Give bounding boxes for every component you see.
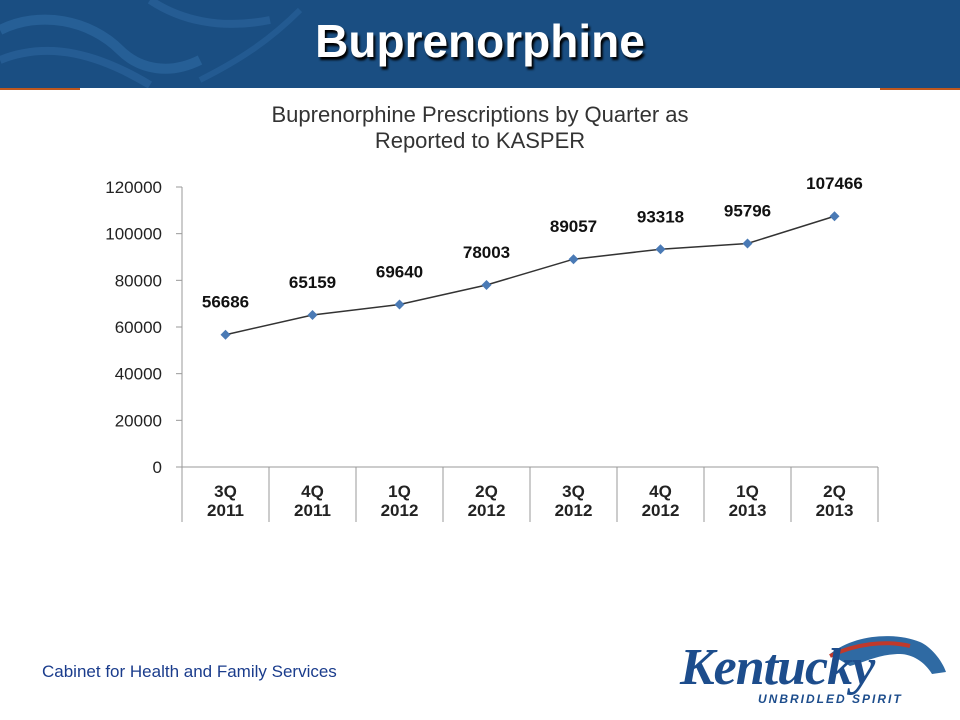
- x-tick-label: 1Q: [388, 482, 411, 501]
- y-tick-label: 40000: [115, 365, 162, 384]
- data-label: 65159: [289, 273, 336, 292]
- data-label: 56686: [202, 293, 249, 312]
- x-tick-label: 2012: [642, 501, 680, 520]
- x-tick-label: 4Q: [649, 482, 672, 501]
- x-tick-label: 2Q: [475, 482, 498, 501]
- series-line: [225, 215, 835, 336]
- x-tick-label: 2013: [729, 501, 767, 520]
- title-banner: Buprenorphine: [0, 0, 960, 88]
- y-tick-label: 0: [153, 458, 162, 477]
- y-tick-label: 120000: [105, 178, 162, 197]
- data-point-marker: [655, 244, 666, 255]
- banner-decoration: [0, 0, 303, 88]
- y-tick-label: 100000: [105, 225, 162, 244]
- x-tick-label: 2Q: [823, 482, 846, 501]
- data-point-marker: [568, 254, 579, 265]
- accent-rule-left: [0, 88, 80, 90]
- y-tick-label: 20000: [115, 411, 162, 430]
- x-tick-label: 2013: [816, 501, 854, 520]
- chart-title: Buprenorphine Prescriptions by Quarter a…: [180, 102, 780, 154]
- data-label: 78003: [463, 243, 510, 262]
- chart-title-line-2: Reported to KASPER: [374, 128, 586, 153]
- kentucky-logo: Kentucky UNBRIDLED SPIRIT: [680, 632, 950, 712]
- x-tick-label: 1Q: [736, 482, 759, 501]
- accent-rule-right: [880, 88, 960, 90]
- data-label: 93318: [637, 207, 684, 226]
- x-tick-label: 3Q: [562, 482, 585, 501]
- data-label: 69640: [376, 263, 423, 282]
- data-label: 107466: [806, 174, 863, 193]
- x-tick-label: 3Q: [214, 482, 237, 501]
- chart-title-line-1: Buprenorphine Prescriptions by Quarter a…: [271, 102, 689, 127]
- data-point-marker: [220, 329, 231, 340]
- x-tick-label: 4Q: [301, 482, 324, 501]
- y-tick-label: 60000: [115, 318, 162, 337]
- logo-tagline: UNBRIDLED SPIRIT: [758, 692, 903, 706]
- x-tick-label: 2012: [381, 501, 419, 520]
- x-tick-label: 2011: [207, 501, 244, 520]
- slide-title: Buprenorphine: [315, 15, 645, 67]
- x-tick-label: 2011: [294, 501, 331, 520]
- data-label: 95796: [724, 201, 771, 220]
- footer-text: Cabinet for Health and Family Services: [42, 662, 337, 681]
- horse-head-icon: [829, 636, 946, 674]
- x-tick-label: 2012: [555, 501, 593, 520]
- data-point-marker: [829, 211, 840, 222]
- data-point-marker: [394, 299, 405, 310]
- data-point-marker: [481, 279, 492, 290]
- data-point-marker: [307, 309, 318, 320]
- x-tick-label: 2012: [468, 501, 506, 520]
- logo-wordmark: Kentucky: [680, 639, 875, 696]
- data-point-marker: [742, 238, 753, 249]
- y-tick-label: 80000: [115, 271, 162, 290]
- data-label: 89057: [550, 217, 597, 236]
